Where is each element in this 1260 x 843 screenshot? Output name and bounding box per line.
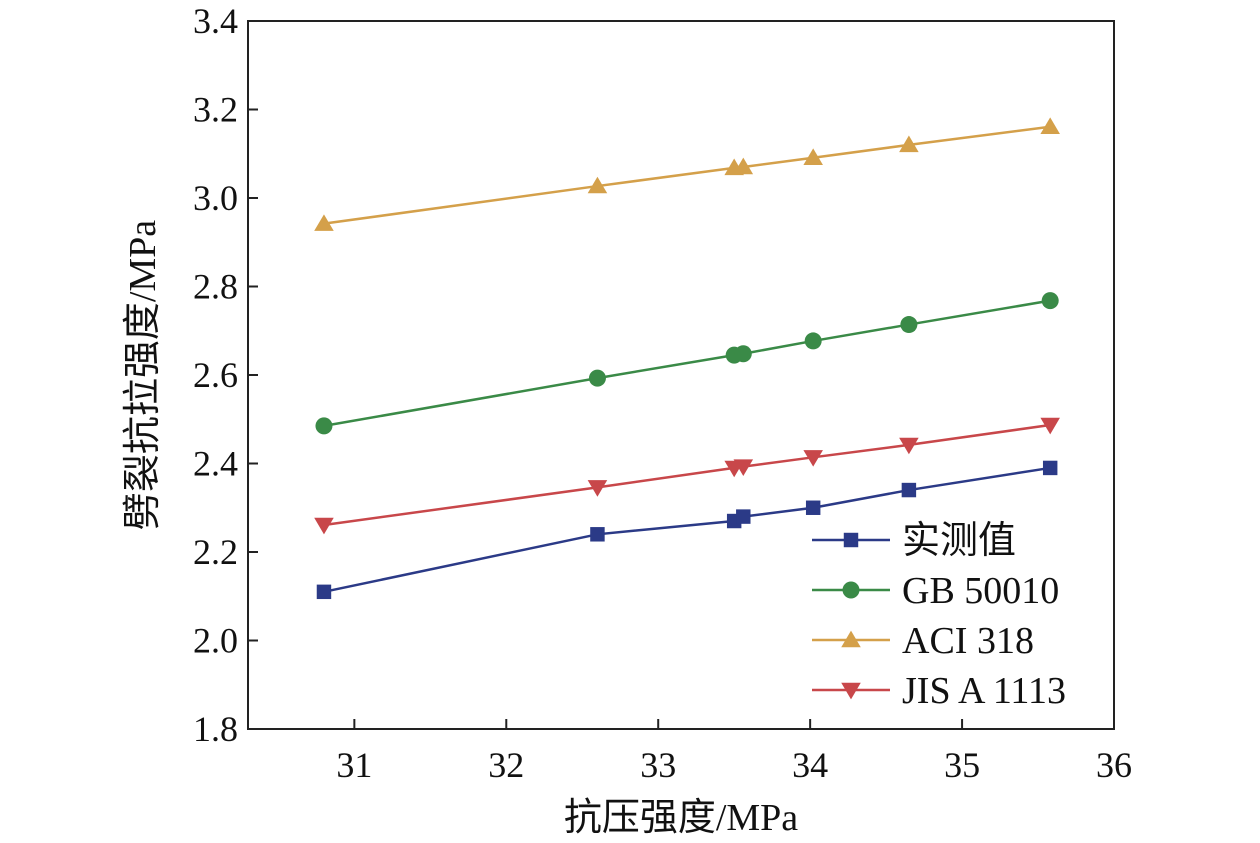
data-point bbox=[899, 135, 919, 153]
x-axis-title: 抗压强度/MPa bbox=[564, 797, 798, 839]
legend-item: JIS A 1113 bbox=[812, 670, 1066, 712]
data-point bbox=[1040, 417, 1060, 435]
y-tick-label: 2.2 bbox=[193, 532, 238, 572]
series-0 bbox=[316, 460, 1058, 600]
legend-item: GB 50010 bbox=[812, 570, 1059, 612]
x-axis: 31 32 33 34 35 36 bbox=[336, 719, 1132, 785]
y-tick-label: 1.8 bbox=[193, 709, 238, 749]
x-tick-label: 34 bbox=[792, 745, 828, 785]
x-tick-label: 31 bbox=[336, 745, 372, 785]
series-line bbox=[323, 423, 1051, 527]
data-point bbox=[733, 157, 754, 175]
data-point bbox=[315, 417, 333, 435]
legend-label: GB 50010 bbox=[902, 570, 1059, 612]
data-point bbox=[316, 584, 332, 600]
legend-label: ACI 318 bbox=[902, 620, 1034, 662]
x-tick-label: 35 bbox=[944, 745, 980, 785]
legend: 实测值 GB 50010 ACI 318 JIS A 1113 bbox=[812, 520, 1066, 712]
data-point bbox=[587, 176, 608, 194]
series-2 bbox=[314, 117, 1060, 231]
legend-item: ACI 318 bbox=[812, 620, 1034, 662]
legend-marker bbox=[843, 532, 859, 548]
x-tick-label: 33 bbox=[640, 745, 676, 785]
data-point bbox=[314, 214, 334, 231]
data-point bbox=[734, 345, 752, 363]
data-point bbox=[803, 148, 823, 165]
series-line bbox=[323, 299, 1051, 428]
data-point bbox=[901, 482, 917, 498]
data-point bbox=[588, 369, 606, 387]
data-point bbox=[314, 517, 334, 535]
data-point bbox=[899, 437, 919, 455]
data-point bbox=[805, 500, 821, 515]
series-1 bbox=[315, 292, 1059, 435]
y-tick-label: 2.0 bbox=[193, 621, 238, 661]
data-point bbox=[1041, 292, 1059, 310]
x-tick-label: 32 bbox=[488, 745, 524, 785]
y-tick-label: 3.2 bbox=[193, 90, 238, 130]
data-point bbox=[900, 316, 918, 334]
data-point bbox=[1042, 460, 1058, 476]
y-tick-label: 3.0 bbox=[193, 178, 238, 218]
series-3 bbox=[314, 417, 1060, 535]
y-axis-title: 劈裂抗拉强度/MPa bbox=[122, 220, 164, 530]
legend-item: 实测值 bbox=[812, 520, 1016, 562]
data-point bbox=[1040, 117, 1060, 134]
data-point bbox=[587, 480, 608, 497]
legend-label: 实测值 bbox=[902, 520, 1016, 562]
y-tick-label: 3.4 bbox=[193, 1, 238, 41]
data-point bbox=[590, 527, 605, 542]
data-point bbox=[803, 450, 823, 467]
legend-marker bbox=[841, 630, 861, 648]
legend-marker bbox=[842, 581, 860, 599]
legend-marker bbox=[841, 682, 861, 700]
data-point bbox=[733, 459, 754, 476]
data-point bbox=[736, 509, 751, 524]
y-tick-label: 2.6 bbox=[193, 355, 238, 395]
series-line bbox=[323, 125, 1051, 225]
x-tick-label: 36 bbox=[1096, 745, 1132, 785]
y-axis: 1.8 2.0 2.2 2.4 2.6 2.8 3.0 3.2 3.4 bbox=[193, 1, 258, 749]
y-tick-label: 2.8 bbox=[193, 267, 238, 307]
series-layer bbox=[314, 117, 1060, 600]
y-tick-label: 2.4 bbox=[193, 444, 238, 484]
data-point bbox=[804, 332, 822, 350]
legend-label: JIS A 1113 bbox=[902, 670, 1066, 712]
